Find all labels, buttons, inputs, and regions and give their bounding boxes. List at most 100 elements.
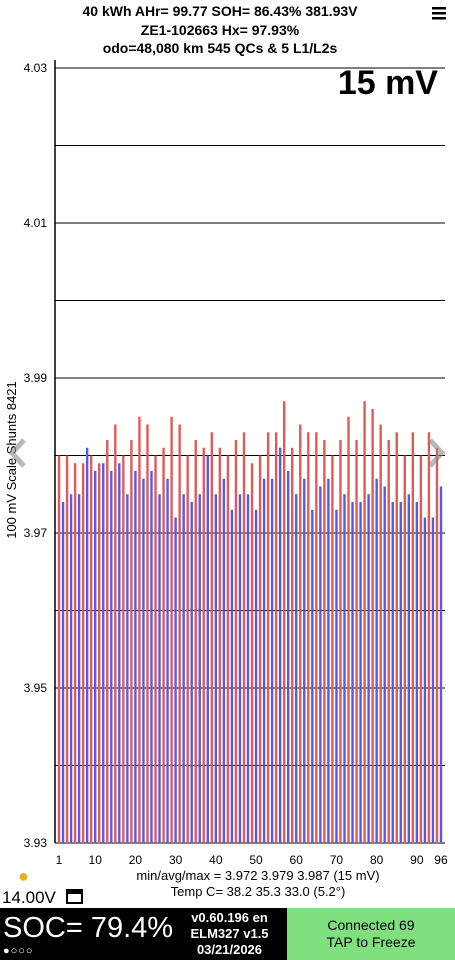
nav-arrow[interactable] [8,438,26,468]
status-bar: SOC= 79.4% ●○○○ v0.60.196 en ELM327 v1.5… [0,908,455,960]
bar [178,424,181,843]
bar [210,432,214,843]
date: 03/21/2026 [196,942,263,957]
bar [190,502,193,843]
bar [130,440,133,843]
nav-arrow[interactable] [428,438,446,468]
bar [57,455,61,843]
bar [291,447,294,843]
bar [170,416,173,843]
bar [186,455,189,843]
bar [315,432,318,843]
soc: SOC= 79.4% [3,912,174,944]
bar [399,502,402,843]
bar [69,494,73,843]
bar [295,494,298,843]
freeze-label[interactable]: TAP to Freeze [326,934,416,950]
bar [299,424,302,843]
bar [150,471,153,843]
x-tick-label: 1 [56,853,63,867]
x-tick-label: 30 [169,853,183,867]
bar [166,478,169,843]
bar [246,494,250,843]
bar [407,494,411,843]
bulb-icon[interactable]: ● [18,866,29,886]
bar [311,509,314,843]
bar [351,502,354,843]
stats: min/avg/max = 3.972 3.979 3.987 (15 mV) [136,868,379,883]
bar [274,432,278,843]
freeze-button[interactable]: Connected 69 TAP to Freeze [287,908,455,960]
bar [359,502,362,843]
bar [278,447,282,843]
header-line: odo=48,080 km 545 QCs & 5 L1/L2s [102,40,338,56]
bar [61,502,65,843]
bar [234,440,238,843]
x-tick-label: 90 [410,853,424,867]
header-line: ZE1-102663 Hx= 97.93% [140,22,300,38]
bar [363,401,366,843]
bar [335,509,338,843]
x-tick-label: 40 [209,853,223,867]
bar [222,478,226,843]
bar [85,447,89,843]
bar [415,502,419,843]
bar [174,517,177,843]
bar [282,401,286,843]
bar [286,471,290,843]
bar [94,471,97,843]
connected: Connected 69 [327,917,415,933]
bar [98,463,101,843]
bar [73,463,77,843]
corner-label: 15 mV [338,64,438,102]
bar [206,455,209,843]
bar [142,478,145,843]
header-line: 40 kWh AHr= 99.77 SOH= 86.43% 381.93V [82,3,358,19]
bar [158,494,161,843]
bar [230,509,234,843]
bar [262,478,266,843]
bar [395,432,398,843]
page-dots: ●○○○ [3,945,34,957]
bar [427,432,431,843]
y-axis-label: 100 mV Scale Shunts 8421 [4,381,19,539]
bar [379,424,382,843]
bar [258,455,262,843]
bar [250,463,254,843]
y-tick-label: 3.99 [24,371,48,385]
bar [202,447,205,843]
bar [439,486,443,843]
bar [118,463,121,843]
bar [102,463,105,843]
bar [254,509,258,843]
menu-icon[interactable] [432,6,446,20]
bar [194,440,197,843]
y-tick-label: 4.01 [24,216,48,230]
bar [126,494,129,843]
bar [355,440,358,843]
bar [423,517,427,843]
bar [270,478,274,843]
version: v0.60.196 en [191,910,268,925]
calendar-icon[interactable] [66,887,84,905]
bar [134,471,137,843]
bar [391,502,394,843]
y-tick-label: 3.97 [24,526,48,540]
bar [339,440,342,843]
bar [65,455,69,843]
bar [303,478,306,843]
bar [411,432,415,843]
bar [89,455,93,843]
bar [114,424,117,843]
x-tick-label: 70 [330,853,344,867]
bar [146,424,149,843]
x-tick-label: 10 [89,853,103,867]
adapter: ELM327 v1.5 [190,926,269,941]
bar [214,494,218,843]
bar [367,494,370,843]
bar [431,517,435,843]
bar [435,447,439,843]
x-tick-label: 20 [129,853,143,867]
y-tick-label: 3.93 [24,836,48,850]
